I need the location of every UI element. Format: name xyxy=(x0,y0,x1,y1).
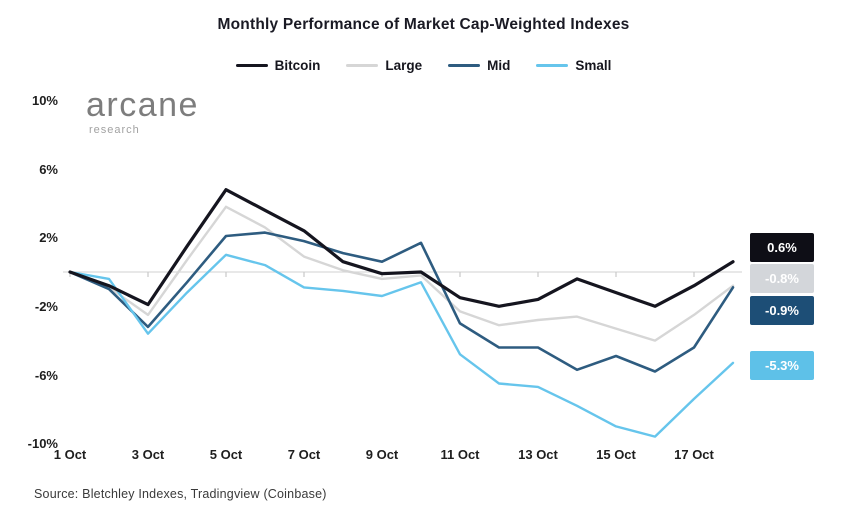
logo-subtitle: research xyxy=(89,124,140,136)
chart-title: Monthly Performance of Market Cap-Weight… xyxy=(217,16,630,33)
source-text: Source: Bletchley Indexes, Tradingview (… xyxy=(34,487,327,501)
y-axis-label: -6% xyxy=(34,368,58,383)
legend-label: Large xyxy=(385,58,423,73)
x-axis-label: 9 Oct xyxy=(365,447,399,462)
y-axis-label: -2% xyxy=(34,299,58,314)
x-axis-label: 3 Oct xyxy=(131,447,165,462)
end-value-badge-large: -0.8% xyxy=(750,264,814,293)
legend-item-mid: Mid xyxy=(448,58,510,73)
logo-wordmark: arcane xyxy=(86,86,199,124)
x-axis-label: 11 Oct xyxy=(440,447,480,462)
y-axis-label: 2% xyxy=(39,230,58,245)
mid-line-swatch-icon xyxy=(448,64,481,67)
x-axis-label: 15 Oct xyxy=(596,447,636,462)
bitcoin-line-swatch-icon xyxy=(235,64,268,67)
x-axis-label: 7 Oct xyxy=(287,447,321,462)
legend-label: Mid xyxy=(487,58,511,73)
series-line-small xyxy=(68,253,735,438)
series-line-large xyxy=(68,205,735,342)
y-axis-label: -10% xyxy=(27,436,58,451)
end-value-badge-small: -5.3% xyxy=(750,351,814,380)
small-line-swatch-icon xyxy=(536,64,569,67)
legend: Bitcoin Large Mid Small xyxy=(0,58,847,73)
y-axis-label: 10% xyxy=(31,93,58,108)
x-axis-label: 5 Oct xyxy=(209,447,243,462)
x-axis-label: 1 Oct xyxy=(53,447,87,462)
series-line-bitcoin xyxy=(68,188,735,308)
series-line-mid xyxy=(68,231,735,373)
end-value-badge-mid: -0.9% xyxy=(750,296,814,325)
legend-item-small: Small xyxy=(536,58,611,73)
legend-item-large: Large xyxy=(346,58,422,73)
arcane-research-logo: arcane research xyxy=(86,88,199,136)
legend-item-bitcoin: Bitcoin xyxy=(235,58,321,73)
x-axis-label: 13 Oct xyxy=(518,447,558,462)
large-line-swatch-icon xyxy=(346,64,379,67)
end-value-badge-bitcoin: 0.6% xyxy=(750,233,814,262)
legend-label: Bitcoin xyxy=(274,58,321,73)
y-axis-label: 6% xyxy=(39,162,58,177)
x-axis-label: 17 Oct xyxy=(674,447,714,462)
legend-label: Small xyxy=(575,58,612,73)
